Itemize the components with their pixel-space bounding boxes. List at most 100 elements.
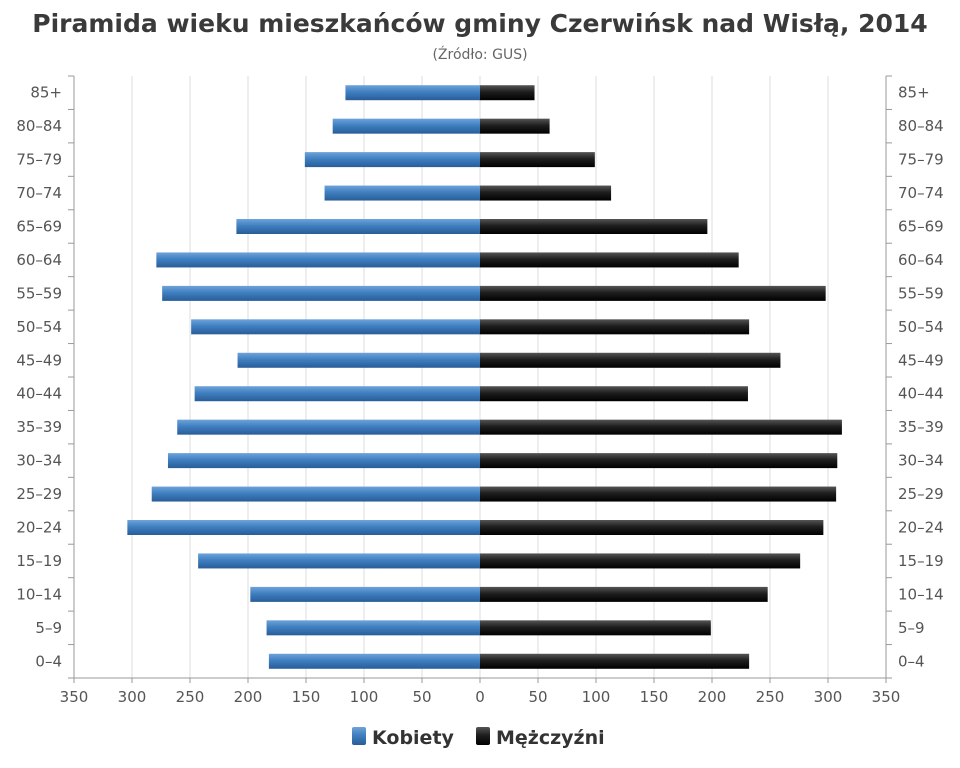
age-label-right: 10–14 [898,585,944,603]
bar-kobiety-65–69 [236,219,480,234]
bar-kobiety-85+ [345,85,480,101]
x-tick-label: 150 [292,688,321,706]
age-label-right: 65–69 [898,218,944,236]
age-label-left: 85+ [30,84,62,102]
bar-mezczyzni-0–4 [480,653,750,669]
bar-mezczyzni-15–19 [480,553,801,569]
bar-kobiety-75–79 [304,152,480,168]
chart-title: Piramida wieku mieszkańców gminy Czerwiń… [32,9,927,38]
bar-mezczyzni-30–34 [480,453,838,469]
x-tick-label: 50 [528,688,547,706]
age-label-left: 15–19 [16,552,62,570]
bar-mezczyzni-25–29 [480,486,837,502]
legend-mezczyzni-label: Mężczyźni [496,727,605,749]
age-label-right: 30–34 [898,452,944,470]
bar-kobiety-40–44 [194,386,480,402]
age-label-right: 85+ [898,84,930,102]
age-label-right: 35–39 [898,418,944,436]
age-label-left: 70–74 [16,184,62,202]
age-label-right: 15–19 [898,552,944,570]
chart-subtitle: (Źródło: GUS) [432,45,527,63]
age-label-left: 65–69 [16,218,62,236]
x-tick-label: 0 [475,688,485,706]
age-label-right: 60–64 [898,251,944,269]
bar-mezczyzni-10–14 [480,586,768,602]
age-label-right: 20–24 [898,519,944,537]
x-tick-label: 200 [698,688,727,706]
age-label-left: 75–79 [16,151,62,169]
bar-kobiety-10–14 [250,586,480,602]
bar-mezczyzni-60–64 [480,252,739,268]
bar-mezczyzni-80–84 [480,118,550,134]
age-label-left: 40–44 [16,385,62,403]
bar-kobiety-25–29 [151,486,480,502]
age-label-left: 20–24 [16,519,62,537]
age-label-right: 5–9 [898,619,925,637]
age-label-right: 55–59 [898,284,944,302]
age-label-right: 25–29 [898,485,944,503]
bar-kobiety-80–84 [332,118,480,134]
bar-kobiety-50–54 [191,319,480,335]
bar-mezczyzni-55–59 [480,285,826,301]
x-tick-label: 150 [640,688,669,706]
bar-mezczyzni-20–24 [480,520,824,535]
x-tick-label: 350 [60,688,89,706]
age-label-left: 50–54 [16,318,62,336]
x-tick-label: 100 [582,688,611,706]
bar-kobiety-30–34 [167,453,480,469]
bar-kobiety-35–39 [177,419,481,435]
age-label-left: 30–34 [16,452,62,470]
age-label-left: 60–64 [16,251,62,269]
age-label-right: 0–4 [898,652,925,670]
bar-kobiety-0–4 [268,653,480,669]
bar-kobiety-45–49 [237,352,480,368]
x-tick-label: 350 [872,688,901,706]
x-tick-label: 50 [412,688,431,706]
bar-kobiety-15–19 [198,553,480,569]
bar-kobiety-20–24 [127,520,481,535]
axes [68,75,892,683]
age-label-left: 80–84 [16,117,62,135]
x-tick-label: 250 [756,688,785,706]
age-label-right: 45–49 [898,351,944,369]
age-label-right: 40–44 [898,385,944,403]
x-tick-label: 200 [234,688,263,706]
age-label-left: 5–9 [35,619,62,637]
x-tick-label: 300 [118,688,147,706]
bar-mezczyzni-40–44 [480,386,748,402]
age-label-left: 10–14 [16,585,62,603]
bar-mezczyzni-75–79 [480,152,595,168]
tick-labels: 350 300 250 200 150 100 50 0 50 100 150 200 250 300 35… [16,84,943,706]
x-tick-label: 100 [350,688,379,706]
legend-kobiety-label: Kobiety [372,727,455,749]
age-label-right: 80–84 [898,117,944,135]
legend-mezczyzni[interactable]: Mężczyźni [476,727,605,749]
bar-mezczyzni-50–54 [480,319,750,335]
bar-mezczyzni-45–49 [480,352,781,368]
legend[interactable]: Kobiety Mężczyźni [352,727,605,749]
age-label-left: 55–59 [16,284,62,302]
age-label-right: 70–74 [898,184,944,202]
bar-kobiety-60–64 [156,252,481,268]
bar-mezczyzni-5–9 [480,620,711,636]
grid-lines [131,76,829,678]
age-label-left: 0–4 [35,652,62,670]
bar-mezczyzni-65–69 [480,219,708,234]
legend-kobiety[interactable]: Kobiety [352,727,455,749]
x-tick-label: 300 [814,688,843,706]
bar-mezczyzni-35–39 [480,419,842,435]
legend-kobiety-swatch [352,727,366,745]
age-label-left: 35–39 [16,418,62,436]
age-label-left: 45–49 [16,351,62,369]
bar-kobiety-55–59 [162,285,480,301]
bar-kobiety-70–74 [324,185,480,201]
age-label-right: 50–54 [898,318,944,336]
age-label-right: 75–79 [898,151,944,169]
age-label-left: 25–29 [16,485,62,503]
x-tick-label: 250 [176,688,205,706]
bars [127,85,842,669]
bar-mezczyzni-70–74 [480,185,612,201]
bar-kobiety-5–9 [266,620,480,636]
legend-mezczyzni-swatch [476,727,490,745]
